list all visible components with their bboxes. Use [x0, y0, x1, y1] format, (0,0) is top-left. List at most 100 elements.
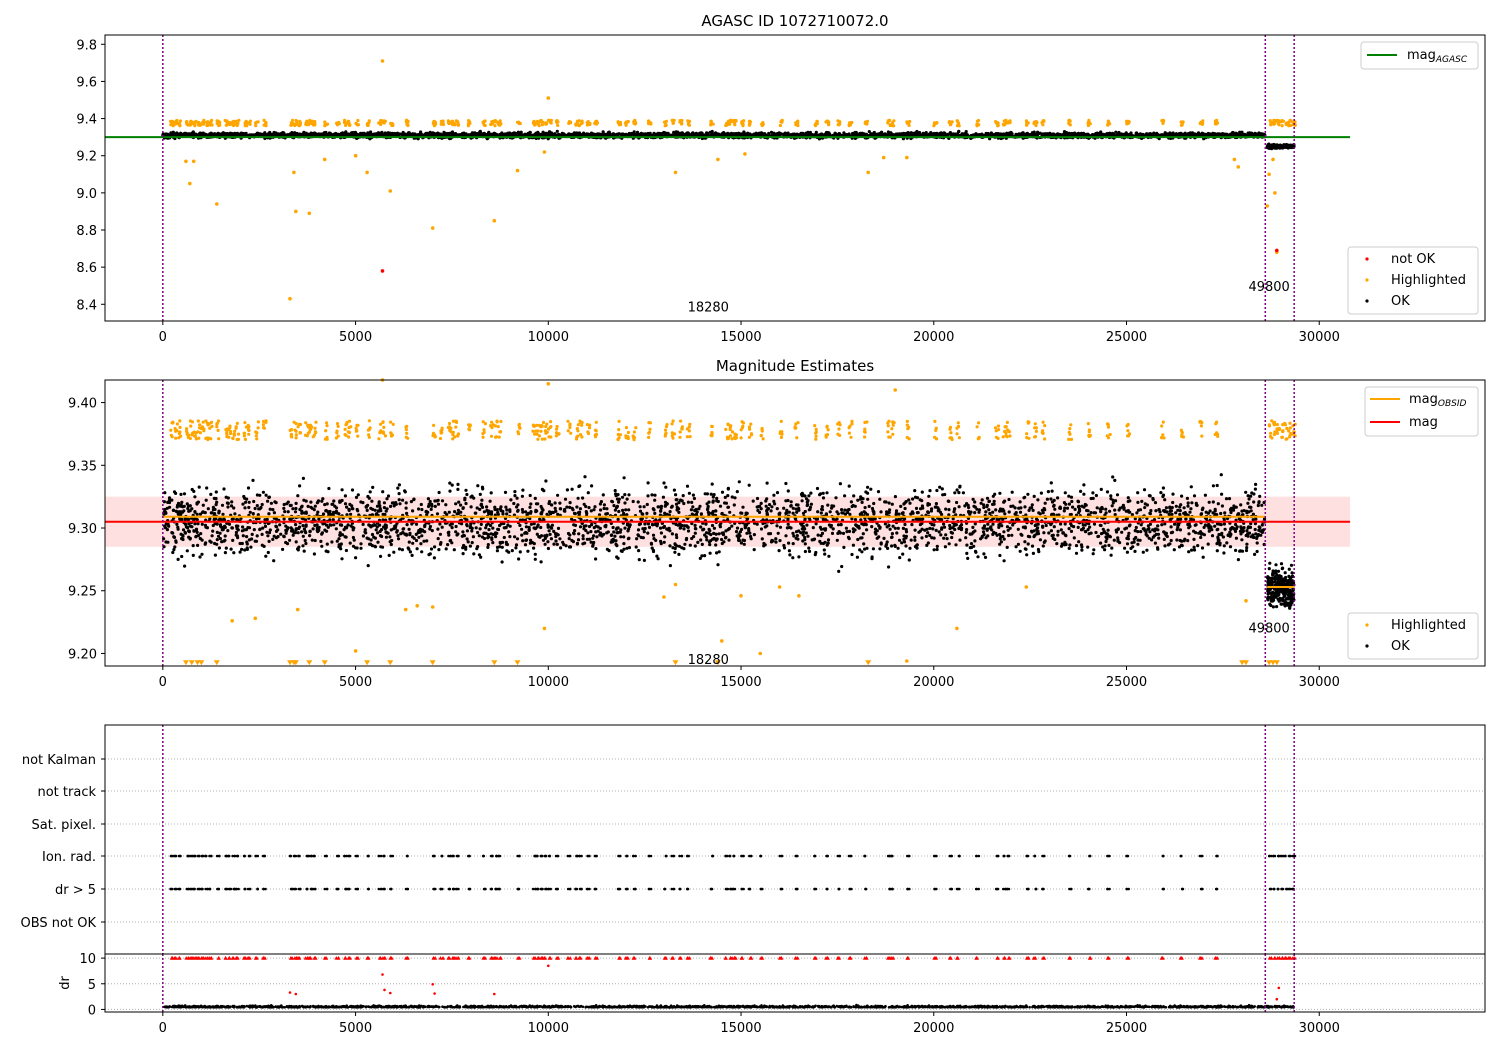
magnitude-ok-point: [459, 504, 462, 507]
agasc-ok-point: [433, 132, 436, 135]
agasc-highlighted-point: [185, 120, 188, 123]
magnitude-ok-point: [302, 535, 305, 538]
agasc-ok-point: [627, 133, 630, 136]
magnitude-ok-point: [1019, 500, 1022, 503]
agasc-ok-point: [686, 132, 689, 135]
agasc-highlighted-point: [516, 169, 520, 173]
magnitude-ok-point: [211, 530, 214, 533]
magnitude-ok-point: [1123, 547, 1126, 550]
magnitude-ok-point: [1246, 502, 1249, 505]
agasc-ok-point: [801, 132, 804, 135]
agasc-ok-point: [428, 133, 431, 136]
agasc-highlighted-point: [452, 122, 455, 125]
magnitude-ok-point: [686, 485, 689, 488]
agasc-ok-point: [281, 131, 284, 134]
magnitude-ok-point: [653, 494, 656, 497]
agasc-highlighted-point: [814, 122, 817, 125]
agasc-ok-point: [675, 130, 678, 133]
magnitude-ok-point: [496, 511, 499, 514]
agasc-highlighted-point: [1199, 122, 1202, 125]
magnitude-ok-point: [786, 526, 789, 529]
magnitude-ok-point: [974, 522, 977, 525]
agasc-ok-point: [1285, 146, 1288, 149]
agasc-highlighted-point: [555, 119, 558, 122]
magnitude-ok-point: [518, 524, 521, 527]
agasc-highlighted-point: [305, 121, 308, 124]
magnitude-ok-point: [183, 492, 186, 495]
magnitude-ok-point: [1111, 504, 1114, 507]
agasc-ok-point: [512, 133, 515, 136]
magnitude-ok-point: [862, 532, 865, 535]
agasc-highlighted-point: [627, 120, 630, 123]
agasc-highlighted-point: [710, 120, 713, 123]
agasc-highlighted-point: [193, 123, 196, 126]
magnitude-ok-point: [981, 498, 984, 501]
agasc-highlighted-point: [209, 123, 212, 126]
agasc-ok-point: [1091, 133, 1094, 136]
magnitude-ok-point: [487, 543, 490, 546]
magnitude-ok-point: [362, 523, 365, 526]
agasc-ok-point: [582, 132, 585, 135]
magnitude-ok-point: [401, 499, 404, 502]
magnitude-ok-point: [1074, 508, 1077, 511]
agasc-ok-point: [924, 133, 927, 136]
agasc-ok-point: [943, 131, 946, 134]
agasc-ok-point: [877, 133, 880, 136]
magnitude-ok-point: [925, 535, 928, 538]
legend-ok: OK: [1391, 294, 1410, 309]
magnitude-ok-point: [908, 502, 911, 505]
magnitude-ok-point: [300, 530, 303, 533]
agasc-highlighted-point: [1287, 124, 1290, 127]
agasc-highlighted-point: [741, 120, 744, 123]
magnitude-ok-point: [1090, 532, 1093, 535]
agasc-ok-point: [481, 133, 484, 136]
magnitude-ok-point: [417, 536, 420, 539]
agasc-ok-point: [1187, 132, 1190, 135]
magnitude-ok-point: [966, 557, 969, 560]
agasc-highlighted-point: [292, 171, 296, 175]
magnitude-ok-point: [654, 539, 657, 542]
agasc-ok-point: [757, 132, 760, 135]
magnitude-ok-point: [251, 533, 254, 536]
agasc-ok-point: [523, 133, 526, 136]
magnitude-ok-point: [1099, 542, 1102, 545]
agasc-ok-point: [1260, 132, 1263, 135]
magnitude-ok-point: [934, 506, 937, 509]
agasc-highlighted-point: [976, 120, 979, 123]
magnitude-ok-point: [204, 541, 207, 544]
magnitude-ok-point: [1145, 549, 1148, 552]
agasc-ok-point: [423, 133, 426, 136]
magnitude-ok-point: [332, 499, 335, 502]
agasc-highlighted-point: [197, 124, 200, 127]
magnitude-ok-point: [982, 530, 985, 533]
magnitude-ok-point: [627, 508, 630, 511]
magnitude-ok-point: [1175, 505, 1178, 508]
magnitude-ok-point: [699, 538, 702, 541]
agasc-highlighted-point: [932, 124, 935, 127]
magnitude-ok-point: [728, 511, 731, 514]
agasc-ok-point: [369, 130, 372, 133]
agasc-highlighted-point: [1107, 120, 1110, 123]
agasc-highlighted-point: [743, 152, 747, 156]
agasc-highlighted-point: [1162, 119, 1165, 122]
magnitude-ok-point: [673, 551, 676, 554]
agasc-ok-point: [1166, 132, 1169, 135]
agasc-ok-point: [1007, 133, 1010, 136]
magnitude-ok-point: [804, 550, 807, 553]
agasc-highlighted-point: [1087, 120, 1090, 123]
agasc-highlighted-point: [323, 124, 326, 127]
magnitude-ok-point: [626, 498, 629, 501]
magnitude-ok-point: [603, 503, 606, 506]
magnitude-ok-point: [489, 500, 492, 503]
magnitude-ok-point: [438, 522, 441, 525]
agasc-highlighted-point: [323, 158, 327, 162]
agasc-highlighted-point: [1214, 121, 1217, 124]
magnitude-ok-point: [519, 550, 522, 553]
magnitude-ok-point: [411, 509, 414, 512]
magnitude-ok-point: [529, 502, 532, 505]
magnitude-ok-point: [247, 506, 250, 509]
magnitude-ok-point: [249, 511, 252, 514]
magnitude-ok-point: [244, 501, 247, 504]
magnitude-panel-marks: 1828049800: [105, 378, 1350, 668]
